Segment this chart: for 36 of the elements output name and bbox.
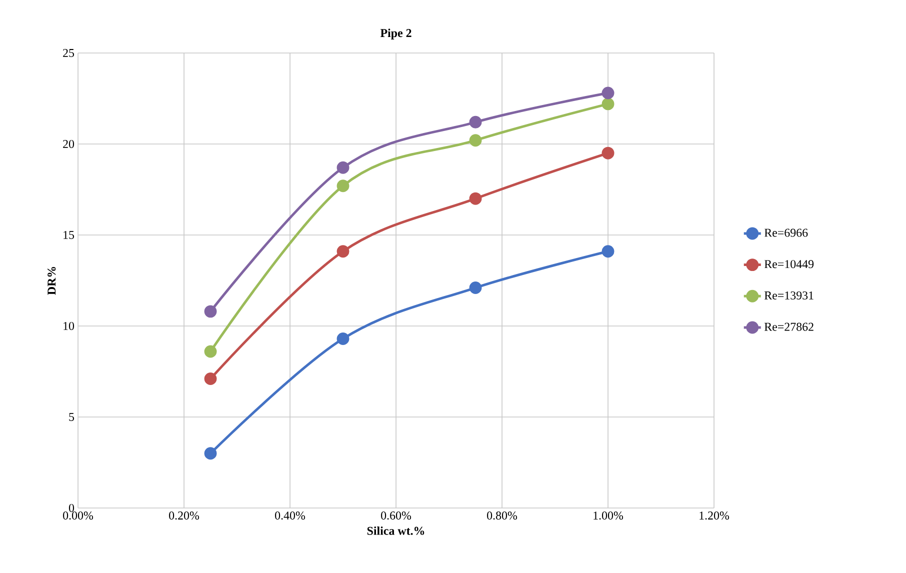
legend-label: Re=13931 xyxy=(764,291,814,300)
point xyxy=(336,245,350,258)
x-tick-label: 0.20% xyxy=(169,512,200,520)
point xyxy=(602,86,614,100)
legend-label: Re=6966 xyxy=(764,228,808,237)
point xyxy=(204,372,217,385)
x-axis-title: Silica wt.% xyxy=(367,526,424,535)
point xyxy=(602,98,614,110)
point xyxy=(336,161,350,174)
point xyxy=(602,146,614,160)
x-tick-label: 0.60% xyxy=(381,512,412,520)
point xyxy=(204,345,217,358)
point xyxy=(469,192,482,205)
y-tick-label: 0 xyxy=(68,504,74,512)
point xyxy=(204,447,217,460)
x-tick-label: 0.00% xyxy=(63,512,94,520)
point xyxy=(469,134,482,147)
y-tick-label: 5 xyxy=(69,413,74,421)
y-axis-title: DR% xyxy=(48,267,56,295)
y-tick-label: 25 xyxy=(63,48,74,57)
legend-label: Re=27862 xyxy=(764,322,814,331)
y-tick-label: 15 xyxy=(64,230,74,239)
chart-title: Pipe 2 xyxy=(380,28,412,40)
point xyxy=(602,245,614,258)
x-tick-label: 1.00% xyxy=(594,512,624,520)
point xyxy=(469,116,482,128)
point xyxy=(336,180,350,192)
y-tick-label: 20 xyxy=(63,140,74,148)
x-tick-label: 0.40% xyxy=(275,512,306,520)
x-tick-label: 0.80% xyxy=(487,512,518,520)
y-tick-label: 10 xyxy=(64,322,74,330)
point xyxy=(469,282,482,294)
x-tick-label: 1.20% xyxy=(700,512,730,520)
legend-label: Re=10449 xyxy=(764,260,814,268)
point xyxy=(336,332,350,345)
point xyxy=(204,305,217,318)
